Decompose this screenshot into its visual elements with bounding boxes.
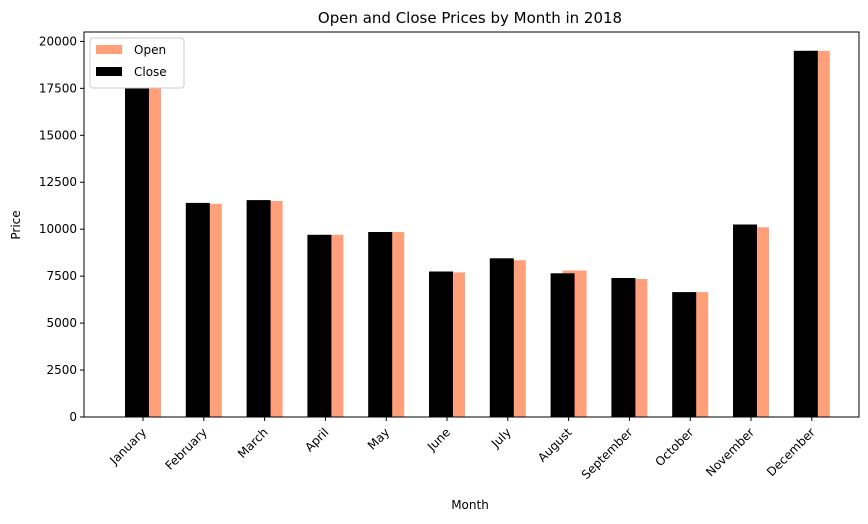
x-tick-label: March xyxy=(235,425,271,461)
chart-title: Open and Close Prices by Month in 2018 xyxy=(318,9,622,27)
y-tick-label: 5000 xyxy=(46,316,77,330)
x-tick-label: August xyxy=(535,425,575,465)
plot-frame xyxy=(83,31,860,418)
y-tick-label: 2500 xyxy=(46,363,77,377)
x-tick-label: January xyxy=(106,425,149,468)
y-axis: 0 2500 5000 7500 10000 12500 15000 17500 20000 xyxy=(39,34,84,424)
x-tick-label: February xyxy=(162,425,210,473)
x-tick-label: June xyxy=(424,425,453,454)
bar-close-november xyxy=(733,224,757,417)
legend-swatch-close xyxy=(96,67,122,76)
bar-close-october xyxy=(672,292,697,417)
bar-close-january xyxy=(125,88,149,418)
bar-close-december xyxy=(793,50,818,418)
bar-close-august xyxy=(550,273,575,417)
x-axis: January February March April May June July Augu… xyxy=(106,417,818,482)
x-tick-label: December xyxy=(764,425,818,479)
y-tick-label: 10000 xyxy=(39,222,77,236)
bar-close-may xyxy=(368,232,393,417)
y-tick-label: 0 xyxy=(69,410,77,424)
x-tick-label: November xyxy=(703,425,757,479)
x-tick-label: May xyxy=(365,425,392,452)
x-tick-label: October xyxy=(652,425,696,469)
y-tick-label: 7500 xyxy=(46,269,77,283)
x-tick-label: July xyxy=(488,425,514,451)
bar-close-february xyxy=(185,202,210,417)
x-tick-label: April xyxy=(302,425,331,454)
y-tick-label: 20000 xyxy=(39,34,77,48)
y-axis-label: Price xyxy=(9,210,23,239)
x-axis-label: Month xyxy=(451,498,489,512)
y-tick-label: 12500 xyxy=(39,175,77,189)
legend-label-close: Close xyxy=(134,65,167,79)
bars-group xyxy=(125,50,830,418)
bar-close-september xyxy=(611,278,636,417)
legend-swatch-open xyxy=(96,45,122,54)
y-tick-label: 15000 xyxy=(39,128,77,142)
bar-close-june xyxy=(429,271,453,417)
bar-close-march xyxy=(246,200,271,417)
bar-close-april xyxy=(307,234,332,417)
x-tick-label: September xyxy=(579,425,636,482)
bar-close-july xyxy=(489,258,514,417)
y-tick-label: 17500 xyxy=(39,81,77,95)
legend: Open Close xyxy=(89,37,185,89)
legend-label-open: Open xyxy=(134,43,166,57)
